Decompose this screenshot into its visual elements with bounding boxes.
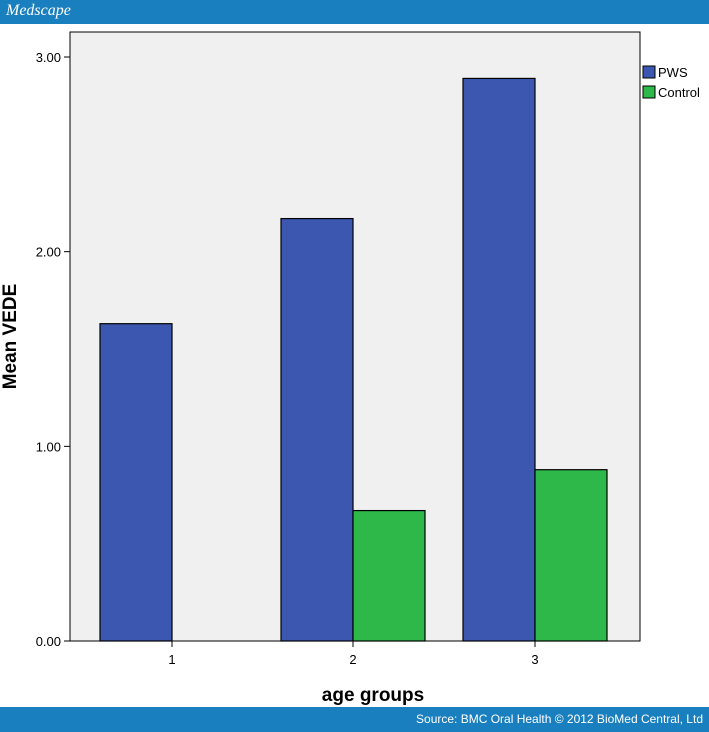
bar-control-2 (352, 509, 426, 642)
bar-pws-2 (280, 217, 354, 642)
x-tick-label: 1 (168, 652, 175, 667)
bar-pws-3 (462, 77, 536, 642)
source-credit: Source: BMC Oral Health © 2012 BioMed Ce… (416, 712, 703, 726)
x-axis: 1 2 3 (168, 641, 539, 667)
legend-label-pws: PWS (658, 65, 688, 80)
x-tick-label: 3 (531, 652, 538, 667)
y-axis: 0.00 1.00 2.00 3.00 (36, 50, 70, 649)
bars (99, 77, 608, 642)
y-tick-label: 3.00 (36, 50, 61, 65)
header-banner: Medscape (0, 0, 709, 24)
footer-banner: Source: BMC Oral Health © 2012 BioMed Ce… (0, 707, 709, 732)
legend-swatch-pws (642, 65, 656, 79)
y-tick-label: 2.00 (36, 245, 61, 260)
legend-swatch-control (642, 85, 656, 99)
brand-logo: Medscape (6, 2, 71, 19)
x-tick-label: 2 (349, 652, 356, 667)
bar-control-3 (534, 469, 608, 642)
bar-chart: 0.00 1.00 2.00 3.00 1 2 3 Mean VEDE age group… (0, 31, 700, 706)
y-tick-label: 1.00 (36, 439, 61, 454)
x-axis-title: age groups (322, 685, 424, 706)
y-tick-label: 0.00 (36, 634, 61, 649)
bar-pws-1 (99, 323, 173, 642)
legend: PWS Control (642, 65, 700, 100)
y-axis-title: Mean VEDE (0, 284, 21, 390)
legend-label-control: Control (658, 85, 700, 100)
